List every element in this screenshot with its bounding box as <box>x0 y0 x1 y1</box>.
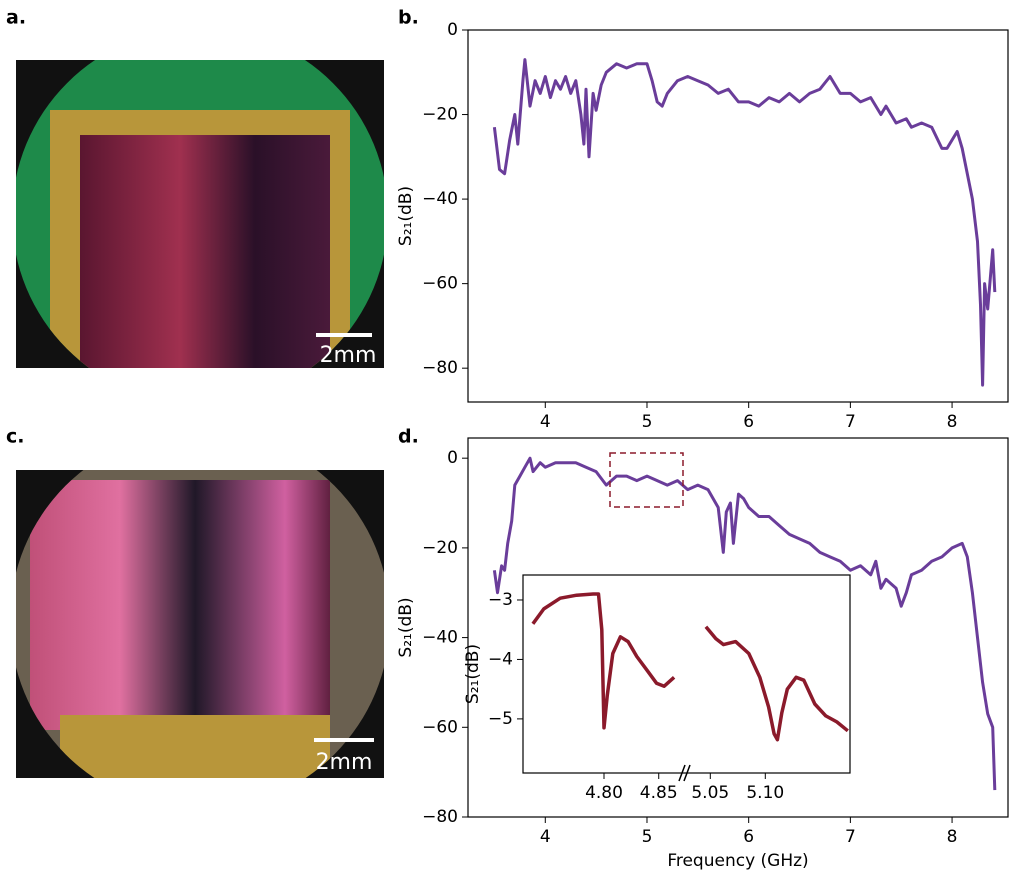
scale-bar-label: 2mm <box>316 750 373 775</box>
y-tick-label: −5 <box>488 709 513 729</box>
line-series <box>492 58 997 387</box>
y-tick-label: −40 <box>422 628 458 648</box>
x-tick-label: 6 <box>743 827 754 847</box>
line-series <box>531 592 676 730</box>
panel-label: d. <box>398 426 419 448</box>
y-tick-label: 0 <box>447 20 458 40</box>
plot-frame <box>467 29 1009 403</box>
plot-frame <box>467 437 1009 818</box>
x-tick-label: 5.05 <box>691 783 729 803</box>
scale-bar-label: 2mm <box>320 343 377 368</box>
y-tick-label: −20 <box>422 105 458 125</box>
x-tick-label: 5 <box>642 827 653 847</box>
y-tick-label: −60 <box>422 274 458 294</box>
photo: 2mm <box>16 60 384 368</box>
x-tick-label: 7 <box>845 827 856 847</box>
y-tick-label: −40 <box>422 189 458 209</box>
y-tick-label: −60 <box>422 717 458 737</box>
inset-background <box>523 575 850 773</box>
x-tick-label: 7 <box>845 412 856 432</box>
x-tick-label: 8 <box>947 827 958 847</box>
photo: 2mm <box>16 470 384 778</box>
x-tick-label: 4.80 <box>585 783 623 803</box>
y-tick-label: −80 <box>422 358 458 378</box>
x-tick-label: 5 <box>642 412 653 432</box>
y-tick-label: −80 <box>422 807 458 827</box>
x-tick-label: 4 <box>540 412 551 432</box>
y-tick-label: −3 <box>488 590 513 610</box>
y-axis-label: S₂₁(dB) <box>463 644 483 704</box>
line-series <box>492 456 997 791</box>
x-axis-label: Frequency (GHz) <box>667 851 808 871</box>
y-axis-label: S₂₁(dB) <box>396 186 416 246</box>
x-tick-label: 4.85 <box>640 783 678 803</box>
y-tick-label: −4 <box>488 649 513 669</box>
panel-label: c. <box>6 426 24 448</box>
x-tick-label: 4 <box>540 827 551 847</box>
line-series <box>704 625 849 742</box>
zoom-box <box>609 452 684 508</box>
x-tick-label: 5.10 <box>746 783 784 803</box>
panel-label: b. <box>398 7 419 29</box>
x-tick-label: 6 <box>743 412 754 432</box>
panel-label: a. <box>6 7 26 29</box>
plot-frame <box>522 574 851 774</box>
y-axis-label: S₂₁(dB) <box>396 597 416 657</box>
x-tick-label: 8 <box>947 412 958 432</box>
y-tick-label: −20 <box>422 538 458 558</box>
y-tick-label: 0 <box>447 448 458 468</box>
